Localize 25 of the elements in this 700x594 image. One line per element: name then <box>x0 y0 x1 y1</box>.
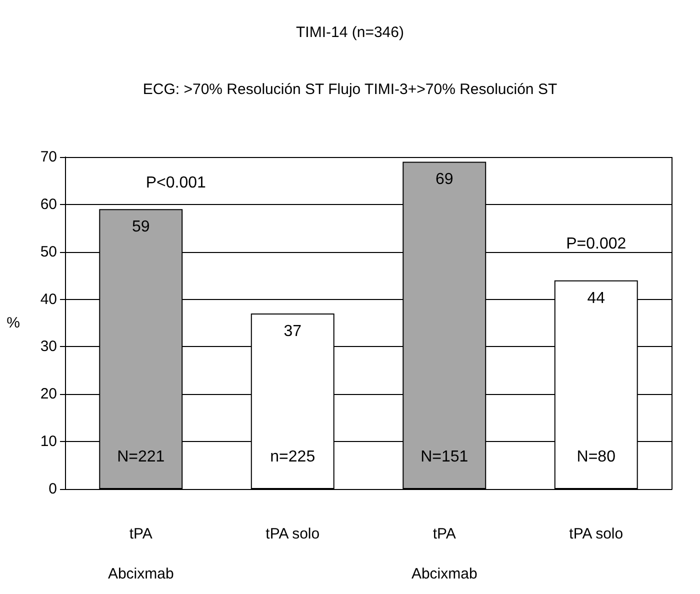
y-tick-label: 0 <box>48 480 57 498</box>
annotation: P<0.001 <box>146 174 206 192</box>
category-label: tPA Abcixmab <box>108 526 174 582</box>
y-tick-label: 70 <box>40 148 57 166</box>
annotation: N=151 <box>420 448 468 466</box>
data-label: 37 <box>284 323 302 340</box>
chart-title: TIMI-14 (n=346) <box>296 24 404 41</box>
y-tick-label: 10 <box>40 433 57 450</box>
data-label: 59 <box>132 218 150 236</box>
y-tick-label: 50 <box>40 243 57 260</box>
annotation: n=225 <box>270 448 316 466</box>
data-label: 69 <box>435 171 454 188</box>
y-axis-title: % <box>6 314 20 332</box>
y-tick-label: 30 <box>40 338 57 356</box>
x-tick-label: tPA solo <box>569 526 624 542</box>
chart-subtitle: ECG: >70% Resolución ST Flujo TIMI-3+>70% Resolución ST <box>142 81 558 98</box>
data-label: 44 <box>587 290 606 307</box>
y-tick-label: 60 <box>40 196 57 213</box>
y-tick-label: 20 <box>40 386 57 403</box>
annotation: N=221 <box>117 448 165 466</box>
x-tick-label: tPA solo <box>266 526 320 542</box>
annotation: N=80 <box>576 448 616 466</box>
y-tick-label: 40 <box>40 290 57 308</box>
category-label: tPA Abcixmab <box>411 526 478 582</box>
annotation: P=0.002 <box>566 236 626 252</box>
